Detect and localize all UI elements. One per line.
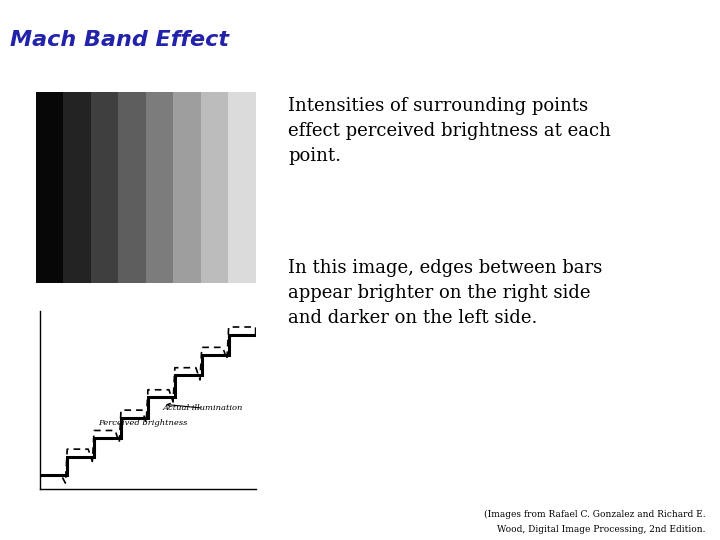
Text: Wood, Digital Image Processing, 2nd Edition.: Wood, Digital Image Processing, 2nd Edit…	[497, 525, 706, 534]
Text: Intensities of surrounding points
effect perceived brightness at each
point.: Intensities of surrounding points effect…	[288, 97, 611, 165]
Text: Perceived brightness: Perceived brightness	[99, 419, 188, 427]
Text: In this image, edges between bars
appear brighter on the right side
and darker o: In this image, edges between bars appear…	[288, 259, 602, 327]
Text: Mach Band Effect: Mach Band Effect	[10, 30, 229, 50]
Text: Actual illumination: Actual illumination	[163, 403, 243, 412]
Text: (Images from Rafael C. Gonzalez and Richard E.: (Images from Rafael C. Gonzalez and Rich…	[484, 510, 706, 519]
